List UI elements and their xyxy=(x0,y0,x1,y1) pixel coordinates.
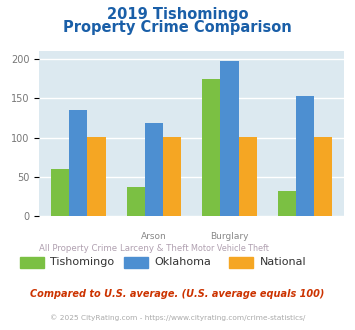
Text: Larceny & Theft: Larceny & Theft xyxy=(120,244,188,252)
Bar xyxy=(145,123,163,216)
Text: Tishomingo: Tishomingo xyxy=(50,257,114,267)
Bar xyxy=(87,137,105,216)
Text: Property Crime Comparison: Property Crime Comparison xyxy=(63,20,292,35)
Text: Burglary: Burglary xyxy=(210,232,249,241)
Text: National: National xyxy=(260,257,306,267)
Bar xyxy=(296,96,314,216)
Bar xyxy=(163,137,181,216)
Bar xyxy=(239,137,257,216)
Text: All Property Crime: All Property Crime xyxy=(39,244,118,252)
Text: 2019 Tishomingo: 2019 Tishomingo xyxy=(107,7,248,21)
Bar xyxy=(220,61,239,216)
Text: © 2025 CityRating.com - https://www.cityrating.com/crime-statistics/: © 2025 CityRating.com - https://www.city… xyxy=(50,314,305,321)
Text: Motor Vehicle Theft: Motor Vehicle Theft xyxy=(191,244,268,252)
Bar xyxy=(278,191,296,216)
Bar xyxy=(51,169,69,216)
Text: Oklahoma: Oklahoma xyxy=(155,257,212,267)
Text: Arson: Arson xyxy=(141,232,167,241)
Bar xyxy=(127,187,145,216)
Bar xyxy=(202,79,220,216)
Bar xyxy=(69,110,87,216)
Text: Compared to U.S. average. (U.S. average equals 100): Compared to U.S. average. (U.S. average … xyxy=(30,289,325,299)
Bar xyxy=(314,137,332,216)
